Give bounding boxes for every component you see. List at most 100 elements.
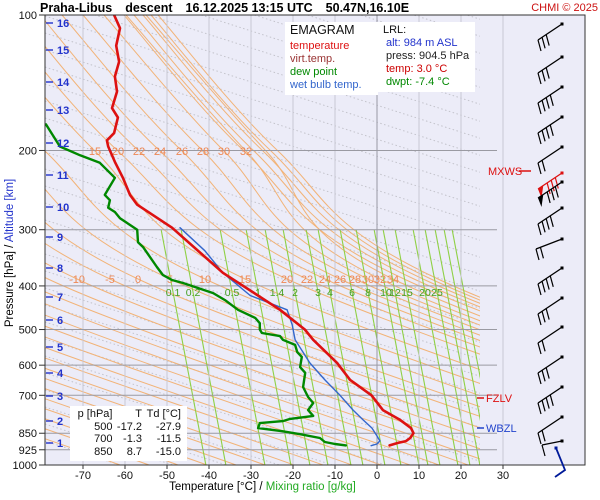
table-row: 850 8.7 -15.0: [75, 446, 183, 459]
pressure-tick-labels: 100 200 300 400 500 600 700 850 925 1000: [13, 10, 45, 472]
x-axis-caption: Temperature [°C] / Mixing ratio [g/kg]: [169, 481, 356, 493]
table-cell: 700: [94, 433, 113, 445]
levels-table: p [hPa] T Td [°C] 500 -17.2 -27.9 700 -1.3 -11.5…: [70, 406, 187, 461]
table-cell: -27.9: [155, 420, 181, 433]
table-header-row: p [hPa] T Td [°C]: [75, 408, 183, 421]
svg-text:100: 100: [19, 10, 37, 22]
table-cell: -11.5: [156, 433, 181, 445]
svg-text:2: 2: [57, 416, 63, 428]
svg-text:34: 34: [387, 274, 399, 286]
svg-text:28: 28: [197, 146, 209, 158]
svg-text:9: 9: [57, 232, 63, 244]
svg-text:MXWS: MXWS: [488, 166, 522, 178]
svg-text:FZLV: FZLV: [486, 393, 513, 405]
svg-text:200: 200: [19, 145, 37, 157]
svg-text:20: 20: [112, 146, 124, 158]
svg-text:32: 32: [240, 146, 252, 158]
svg-text:22: 22: [133, 146, 145, 158]
svg-text:500: 500: [19, 325, 37, 337]
svg-text:11: 11: [57, 170, 69, 182]
svg-text:30: 30: [497, 470, 509, 482]
svg-text:3: 3: [57, 391, 63, 403]
lrl-line: alt: 984 m ASL: [386, 37, 458, 49]
legend-items: temperature virt.temp. dew point wet bulb t…: [290, 40, 374, 92]
table-cell: -17.2: [116, 420, 142, 433]
svg-text:0.1: 0.1: [166, 287, 181, 299]
copyright: CHMI © 2025: [531, 2, 598, 14]
svg-text:14: 14: [57, 77, 70, 89]
svg-text:-30: -30: [243, 470, 259, 482]
wbzl-marker: WBZL: [477, 423, 517, 435]
svg-text:1.4: 1.4: [270, 287, 285, 299]
svg-text:700: 700: [19, 390, 37, 402]
svg-text:600: 600: [19, 360, 37, 372]
svg-text:7: 7: [57, 292, 63, 304]
legend-title: EMAGRAM: [290, 23, 355, 37]
svg-text:12: 12: [389, 287, 401, 299]
svg-text:0: 0: [374, 470, 380, 482]
station-coords: 50.47N,16.10E: [325, 1, 410, 15]
svg-text:5: 5: [57, 342, 63, 354]
lrl-box: LRL: alt: 984 m ASL press: 904.5 hPa temp:…: [378, 22, 475, 92]
legend-item: virt.temp.: [290, 53, 336, 65]
svg-text:15: 15: [239, 274, 251, 286]
svg-text:20: 20: [281, 274, 293, 286]
svg-text:25: 25: [431, 287, 443, 299]
station-name: Praha-Libus: [40, 1, 113, 15]
svg-text:0.5: 0.5: [225, 287, 240, 299]
table-header-cell: Td [°C]: [146, 408, 181, 420]
svg-text:6: 6: [57, 315, 63, 327]
svg-text:-10: -10: [69, 274, 85, 286]
svg-text:26: 26: [176, 146, 188, 158]
svg-text:-60: -60: [117, 470, 133, 482]
table-row: 700 -1.3 -11.5: [75, 433, 183, 446]
svg-text:-5: -5: [105, 274, 115, 286]
svg-text:1: 1: [57, 438, 63, 450]
svg-text:30: 30: [218, 146, 230, 158]
svg-text:20: 20: [455, 470, 467, 482]
temperature-tick-labels: -70 -60 -50 -40 -30 -20 -10 0 10 20 30: [75, 465, 509, 482]
table-cell: 8.7: [126, 445, 142, 458]
svg-text:4: 4: [327, 287, 333, 299]
mixing-ratio-lines: [160, 229, 480, 465]
lrl-title: LRL:: [383, 24, 407, 36]
table-cell: 850: [94, 445, 113, 458]
svg-text:6: 6: [349, 287, 355, 299]
svg-text:8: 8: [365, 287, 371, 299]
svg-text:10: 10: [413, 470, 425, 482]
svg-text:10: 10: [57, 202, 69, 214]
svg-text:2: 2: [292, 287, 298, 299]
table-cell: -15.0: [155, 445, 181, 458]
svg-text:28: 28: [349, 274, 361, 286]
svg-text:12: 12: [57, 138, 69, 150]
wind-barbs: [535, 22, 567, 478]
svg-text:10: 10: [380, 287, 392, 299]
svg-text:30: 30: [362, 274, 374, 286]
lrl-lines: alt: 984 m ASL press: 904.5 hPa temp: 3.0 …: [383, 37, 471, 89]
svg-text:300: 300: [19, 225, 37, 237]
table-cell: 500: [94, 420, 113, 433]
lrl-line: dwpt: -7.4 °C: [386, 76, 450, 88]
svg-text:3: 3: [315, 287, 321, 299]
mxws-marker: MXWS: [488, 166, 531, 178]
svg-text:0: 0: [135, 274, 141, 286]
svg-text:24: 24: [154, 146, 166, 158]
legend-item: wet bulb temp.: [290, 79, 362, 91]
svg-text:400: 400: [19, 281, 37, 293]
plot-border: [44, 14, 586, 466]
dewpoint-curve: [45, 123, 348, 447]
table-cell: -1.3: [123, 433, 142, 445]
svg-text:-50: -50: [159, 470, 175, 482]
fzlv-marker: FZLV: [477, 393, 513, 405]
svg-text:WBZL: WBZL: [486, 423, 517, 435]
svg-text:15: 15: [401, 287, 413, 299]
svg-text:-40: -40: [201, 470, 217, 482]
svg-text:20: 20: [419, 287, 431, 299]
svg-text:16: 16: [57, 18, 69, 30]
svg-text:-70: -70: [75, 470, 91, 482]
svg-text:-20: -20: [285, 470, 301, 482]
svg-text:925: 925: [19, 445, 37, 457]
svg-text:15: 15: [89, 146, 101, 158]
wetbulb-curve: [179, 227, 381, 447]
sounding-mode: descent: [125, 1, 173, 15]
